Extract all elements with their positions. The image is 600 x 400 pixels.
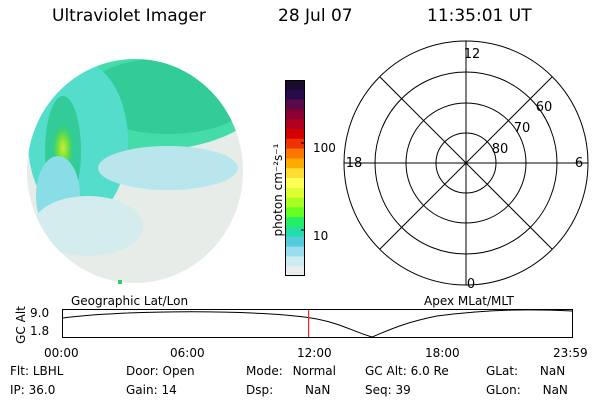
mlt-label-6: 6 — [575, 156, 583, 171]
colorbar-swatch — [285, 129, 305, 140]
imager-title: Ultraviolet Imager — [52, 6, 206, 26]
colorbar-swatch — [285, 168, 305, 179]
colorbar-swatch — [285, 138, 305, 150]
mlat-label-80: 80 — [492, 142, 509, 157]
colorbar-swatch — [285, 246, 305, 257]
time-tick-2359: 23:59 — [553, 346, 588, 360]
colorbar-swatch — [285, 197, 305, 208]
dsp-field: Dsp: NaN — [246, 383, 330, 397]
geographic-label: Geographic Lat/Lon — [71, 294, 189, 308]
seq-label: Seq: — [365, 383, 392, 397]
polar-grid: 12 18 6 0 60 70 80 — [343, 40, 589, 292]
glat-field: GLat: NaN — [486, 364, 565, 378]
colorbar-swatch — [285, 109, 305, 120]
dsp-value: NaN — [304, 383, 331, 397]
colorbar-swatch — [285, 178, 305, 189]
mlt-label-0: 0 — [467, 277, 475, 292]
colorbar-swatch — [285, 148, 305, 159]
glat-value: NaN — [539, 364, 566, 378]
door-value: Open — [162, 364, 195, 378]
mode-value: Normal — [292, 364, 336, 378]
colorbar-swatch — [285, 99, 305, 110]
gain-field: Gain: 14 — [126, 383, 177, 397]
colorbar-swatch — [285, 227, 305, 238]
door-label: Door: — [126, 364, 159, 378]
gcalt-label: GC Alt: — [365, 364, 407, 378]
ip-value: 36.0 — [28, 383, 56, 397]
flt-value: LBHL — [32, 364, 64, 378]
colorbar-tick-10: 10 — [313, 229, 329, 243]
door-field: Door: Open — [126, 364, 195, 378]
glon-value: NaN — [542, 383, 568, 397]
image-time: 11:35:01 UT — [427, 6, 532, 26]
colorbar-swatch — [285, 236, 305, 248]
flt-field: Flt: LBHL — [10, 364, 63, 378]
colorbar-swatch — [285, 119, 305, 130]
gc-alt-tick-1.8: 1.8 — [30, 324, 50, 338]
ip-label: IP: — [10, 383, 25, 397]
gc-alt-axis-label: GC Alt — [14, 306, 28, 344]
colorbar-swatch — [285, 158, 305, 169]
colorbar-swatch — [285, 80, 305, 91]
colorbar — [285, 80, 305, 277]
glon-label: GLon: — [486, 383, 521, 397]
dsp-label: Dsp: — [246, 383, 274, 397]
colorbar-swatch — [285, 266, 305, 277]
gain-label: Gain: — [126, 383, 158, 397]
mlt-label-12: 12 — [464, 47, 481, 62]
auroral-image — [27, 59, 243, 284]
colorbar-swatch — [285, 187, 305, 199]
colorbar-swatch — [285, 256, 305, 267]
apex-label: Apex MLat/MLT — [424, 294, 514, 308]
gc-alt-plot — [62, 309, 573, 338]
time-tick-0000: 00:00 — [44, 346, 79, 360]
time-tick-1800: 18:00 — [425, 346, 460, 360]
gcalt-field: GC Alt: 6.0 Re — [365, 364, 449, 378]
gain-value: 14 — [161, 383, 177, 397]
colorbar-unit-label: photon cm⁻²s⁻¹ — [271, 143, 285, 237]
mlat-label-60: 60 — [536, 100, 553, 115]
ip-field: IP: 36.0 — [10, 383, 55, 397]
time-tick-0600: 06:00 — [170, 346, 205, 360]
mode-field: Mode: Normal — [246, 364, 336, 378]
seq-value: 39 — [395, 383, 411, 397]
glon-field: GLon: NaN — [486, 383, 568, 397]
colorbar-swatch — [285, 207, 305, 218]
gc-alt-tick-9: 9.0 — [30, 306, 50, 320]
flt-label: Flt: — [10, 364, 29, 378]
mlat-label-70: 70 — [514, 121, 531, 136]
colorbar-swatch — [285, 217, 305, 228]
seq-field: Seq: 39 — [365, 383, 411, 397]
gcalt-value: 6.0 Re — [410, 364, 449, 378]
colorbar-swatch — [285, 89, 305, 101]
mode-label: Mode: — [246, 364, 283, 378]
colorbar-tick-100: 100 — [313, 141, 336, 155]
mlt-label-18: 18 — [346, 156, 363, 171]
time-tick-1200: 12:00 — [297, 346, 332, 360]
glat-label: GLat: — [486, 364, 519, 378]
image-date: 28 Jul 07 — [278, 6, 353, 26]
